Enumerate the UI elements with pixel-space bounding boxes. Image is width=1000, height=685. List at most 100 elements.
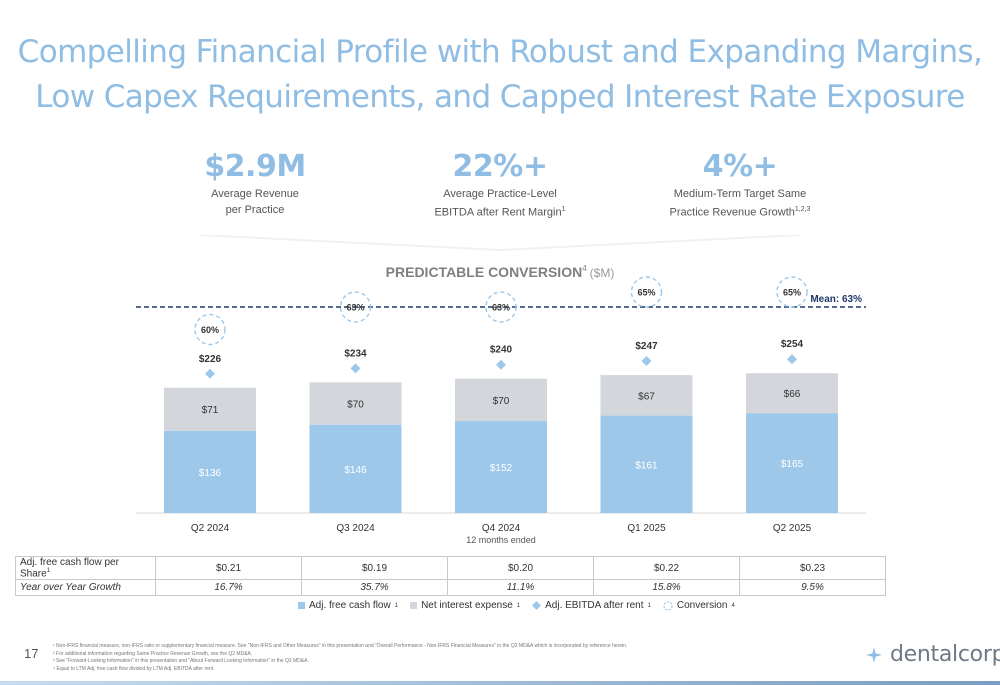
conversion-circle <box>339 291 372 323</box>
legend-item-conversion: Conversion 4 <box>663 600 735 611</box>
legend-swatch-square-icon <box>410 602 418 609</box>
row-label-yoy: Year over Year Growth <box>15 579 156 597</box>
footnote-1: ¹ Non-IFRS financial measure, non-IFRS r… <box>53 643 628 649</box>
table-cell: $0.19 <box>301 555 448 581</box>
title-line-1: Compelling Financial Profile with Robust… <box>17 34 983 70</box>
bar-adj-fcf <box>746 413 838 513</box>
x-axis-sublabel: 12 months ended <box>466 535 536 545</box>
bar-label-fcf: $161 <box>635 460 658 471</box>
conversion-chart: PREDICTABLE CONVERSION4 ($M) Mean: 63% $1… <box>136 235 866 545</box>
kpi-growth-label-2: Practice Revenue Growth <box>669 206 795 219</box>
chart-legend: Adj. free cash flow 1 Net interest expens… <box>298 600 735 611</box>
page-title: Compelling Financial Profile with Robust… <box>0 30 1000 120</box>
bar-label-fcf: $165 <box>781 459 804 470</box>
kpi-ebitda-margin-sup: 1 <box>561 206 566 213</box>
mean-label: Mean: 63% <box>810 294 862 305</box>
legend-dashed-circle-icon <box>663 600 673 611</box>
kpi-revenue-value: $2.9M <box>204 149 306 184</box>
bottom-accent-bar <box>0 681 1000 685</box>
bar-adj-fcf <box>164 430 256 513</box>
bar-net-interest <box>309 382 402 425</box>
table-cell: 11.1% <box>447 579 594 597</box>
legend-item-ebitda: Adj. EBITDA after rent 1 <box>532 600 651 611</box>
legend-sup: 1 <box>647 602 651 609</box>
footnote-3: ³ See "Forward-Looking Information" in t… <box>53 658 309 664</box>
ebitda-label: $226 <box>199 354 222 365</box>
conversion-label: 63% <box>346 303 364 313</box>
kpi-ebitda-margin-value: 22%+ <box>452 149 548 184</box>
bar-label-fcf: $136 <box>199 468 222 479</box>
conversion-label: 65% <box>783 288 801 298</box>
ebitda-diamond-marker <box>205 368 215 379</box>
kpi-ebitda-margin-label-2: EBITDA after Rent Margin <box>434 206 562 219</box>
legend-sup: 4 <box>731 602 735 609</box>
ebitda-label: $254 <box>781 339 804 350</box>
conversion-circle <box>776 276 808 308</box>
bar-label-fcf: $152 <box>490 463 513 474</box>
table-cell: $0.20 <box>447 555 594 581</box>
conversion-label: 65% <box>637 288 655 298</box>
legend-label: Adj. EBITDA after rent <box>545 600 644 611</box>
x-tick-label: Q4 2024 <box>482 523 521 534</box>
table-cell: $0.22 <box>593 555 740 581</box>
footnote-4: ⁴ Equal to LTM Adj. free cash flow divid… <box>53 665 215 672</box>
kpi-growth: 4%+ Medium-Term Target Same Practice Rev… <box>650 148 830 221</box>
kpi-funnel-shape <box>199 235 801 252</box>
legend-item-interest: Net interest expense 1 <box>410 600 520 611</box>
ebitda-label: $240 <box>490 345 513 356</box>
logo-wordmark: dentalcorp <box>890 642 1000 667</box>
kpi-revenue: $2.9M Average Revenue per Practice <box>170 148 340 218</box>
conversion-circle <box>630 276 663 308</box>
chart-title-sup: 4 <box>582 264 587 273</box>
legend-diamond-icon <box>532 601 542 610</box>
table-row: Year over Year Growth 16.7% 35.7% 11.1% … <box>15 579 886 597</box>
legend-sup: 1 <box>516 602 521 609</box>
table-row-label: Adj. free cash flow per Share1 <box>15 555 156 581</box>
table-cell: $0.21 <box>155 555 302 581</box>
bar-adj-fcf <box>309 424 402 513</box>
table-cell: 15.8% <box>593 579 740 597</box>
row-label-sup: 1 <box>46 568 51 574</box>
kpi-revenue-label-1: Average Revenue <box>211 188 299 200</box>
bar-label-interest: $70 <box>493 396 510 407</box>
table-row: Adj. free cash flow per Share1 $0.21 $0.… <box>15 555 886 581</box>
title-line-2: Low Capex Requirements, and Capped Inter… <box>35 79 965 115</box>
footnotes: ¹ Non-IFRS financial measure, non-IFRS r… <box>53 643 773 673</box>
legend-label: Adj. free cash flow <box>309 600 391 611</box>
x-tick-label: Q2 2025 <box>773 523 812 534</box>
bar-label-interest: $71 <box>202 405 219 416</box>
table-cell: $0.23 <box>739 555 886 581</box>
kpi-growth-label-1: Medium-Term Target Same <box>673 188 807 200</box>
conversion-circle <box>194 313 226 346</box>
bar-label-interest: $66 <box>784 389 801 400</box>
ebitda-label: $234 <box>344 348 367 359</box>
bar-adj-fcf <box>600 415 693 513</box>
table-cell: 35.7% <box>301 579 448 597</box>
chart-title-wrap: PREDICTABLE CONVERSION4 ($M) <box>386 264 615 280</box>
legend-item-fcf: Adj. free cash flow 1 <box>298 600 398 611</box>
kpi-ebitda-margin-label-1: Average Practice-Level <box>443 188 557 200</box>
conversion-label: 63% <box>492 303 510 313</box>
kpi-ebitda-margin-label-2-wrap: EBITDA after Rent Margin1 <box>410 202 590 221</box>
table-cell: 16.7% <box>155 579 302 597</box>
bar-net-interest <box>455 378 547 422</box>
company-logo: dentalcorp <box>866 642 1000 667</box>
legend-sup: 1 <box>394 602 399 609</box>
legend-swatch-square-icon <box>298 602 305 609</box>
footnote-2: ² For additional information regarding S… <box>53 650 253 657</box>
per-share-table: Adj. free cash flow per Share1 $0.21 $0.… <box>15 555 886 597</box>
ebitda-label: $247 <box>635 341 658 352</box>
page-number: 17 <box>24 646 39 661</box>
chart-title-unit: ($M) <box>590 266 615 280</box>
ebitda-diamond-marker <box>496 359 506 370</box>
ebitda-diamond-marker <box>787 354 797 365</box>
x-tick-label: Q2 2024 <box>191 523 230 534</box>
kpi-growth-sup: 1,2,3 <box>794 206 811 213</box>
bar-net-interest <box>746 373 838 414</box>
chart-title: PREDICTABLE CONVERSION <box>386 264 583 280</box>
bar-label-fcf: $146 <box>344 465 367 476</box>
x-tick-label: Q3 2024 <box>336 523 375 534</box>
row-label-fcf-per-share: Adj. free cash flow per Share <box>20 557 119 580</box>
bar-label-interest: $67 <box>638 391 655 402</box>
kpi-ebitda-margin: 22%+ Average Practice-Level EBITDA after… <box>410 148 590 221</box>
